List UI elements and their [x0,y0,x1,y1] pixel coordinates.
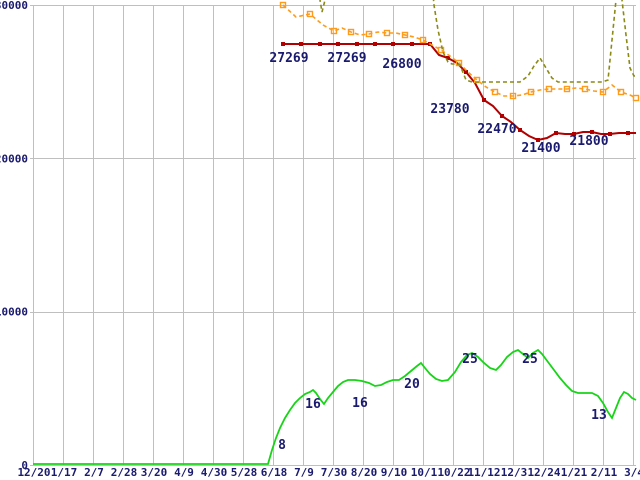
series-line-olive-dashed-line [319,0,636,83]
series-line-red-price-line [283,43,636,142]
data-point-marker [365,30,373,38]
data-value-label: 25 [522,352,538,367]
data-point-marker [355,42,359,46]
data-point-marker [391,42,395,46]
data-point-marker [464,70,468,74]
data-point-marker [279,1,287,9]
data-point-marker [599,88,607,96]
series-line-green-volume-line [33,348,637,465]
x-axis-tick-label: 5/28 [231,466,258,479]
data-point-marker [347,28,355,36]
data-point-marker [410,42,414,46]
data-point-marker [617,88,625,96]
x-axis-tick-label: 10/22 [437,466,470,479]
x-axis-tick-label: 2/7 [84,466,104,479]
data-point-marker [491,88,499,96]
data-value-label: 27269 [327,51,366,66]
data-value-label: 27269 [269,51,308,66]
series-olive-dashed-line [319,0,636,83]
y-axis-tick-label: 30000 [0,0,28,12]
x-axis-tick-label: 10/1 [411,466,438,479]
data-point-marker [563,85,571,93]
x-axis-tick-label: 3/4 [624,466,640,479]
x-axis-tick-label: 6/18 [261,466,288,479]
data-point-marker [373,42,377,46]
data-point-marker [318,42,322,46]
x-axis-tick-label: 11/12 [467,466,500,479]
x-axis-tick-label: 8/20 [351,466,378,479]
data-point-marker [590,130,594,134]
data-point-marker [401,31,409,39]
x-axis-tick-label: 3/20 [141,466,168,479]
data-point-marker [306,10,314,18]
data-point-marker [446,56,450,60]
data-point-marker [626,131,630,135]
data-point-marker [509,92,517,100]
data-value-label: 16 [352,396,368,411]
data-value-label: 23780 [430,102,469,117]
data-point-marker [383,29,391,37]
chart-data-labels: 27269 27269 26800 23780 22470 21400 21800 8 16 16… [269,51,608,453]
data-point-marker [554,131,558,135]
x-axis-tick-label: 4/9 [174,466,194,479]
data-point-marker [518,128,522,132]
x-axis-tick-label: 12/3 [501,466,528,479]
data-point-marker [545,85,553,93]
y-axis-tick-label: 10000 [0,306,28,319]
data-point-marker [608,132,612,136]
y-axis-tick-labels: 0 10000 20000 30000 [0,0,28,472]
data-point-marker [281,42,285,46]
data-value-label: 16 [305,397,321,412]
x-axis-tick-label: 12/20 [17,466,50,479]
x-axis-tick-labels: 12/20 1/17 2/7 2/28 3/20 4/9 4/30 5/28 6/18 7/9 7/… [17,466,640,479]
data-point-marker [500,114,504,118]
data-point-marker [330,27,338,35]
x-axis-tick-label: 2/28 [111,466,138,479]
data-point-marker [336,42,340,46]
chart-gridlines [30,5,636,466]
data-value-label: 22470 [477,122,516,137]
x-axis-tick-label: 9/10 [381,466,408,479]
chart-series [33,0,640,465]
data-point-marker [632,94,640,102]
data-point-marker [299,42,303,46]
x-axis-tick-label: 2/11 [591,466,618,479]
data-point-marker [527,88,535,96]
data-value-label: 21400 [521,141,560,156]
x-axis-tick-label: 1/17 [51,466,78,479]
x-axis-tick-label: 4/30 [201,466,228,479]
data-value-label: 21800 [569,134,608,149]
series-green-volume-line [33,348,637,465]
data-point-marker [482,98,486,102]
data-value-label: 20 [404,377,420,392]
y-axis-tick-label: 20000 [0,152,28,165]
data-point-marker [581,85,589,93]
x-axis-tick-label: 1/21 [561,466,588,479]
data-value-label: 26800 [382,57,421,72]
data-point-marker [572,132,576,136]
series-orange-dashed-line [279,1,640,102]
data-value-label: 8 [278,438,286,453]
data-point-marker [437,46,445,54]
x-axis-tick-label: 12/24 [527,466,560,479]
x-axis-tick-label: 7/9 [294,466,314,479]
x-axis-tick-label: 7/30 [321,466,348,479]
data-point-marker [419,36,427,44]
data-value-label: 13 [591,408,607,423]
data-point-marker [536,138,540,142]
y-axis-tick-label: 0 [21,459,28,472]
data-value-label: 25 [462,352,478,367]
